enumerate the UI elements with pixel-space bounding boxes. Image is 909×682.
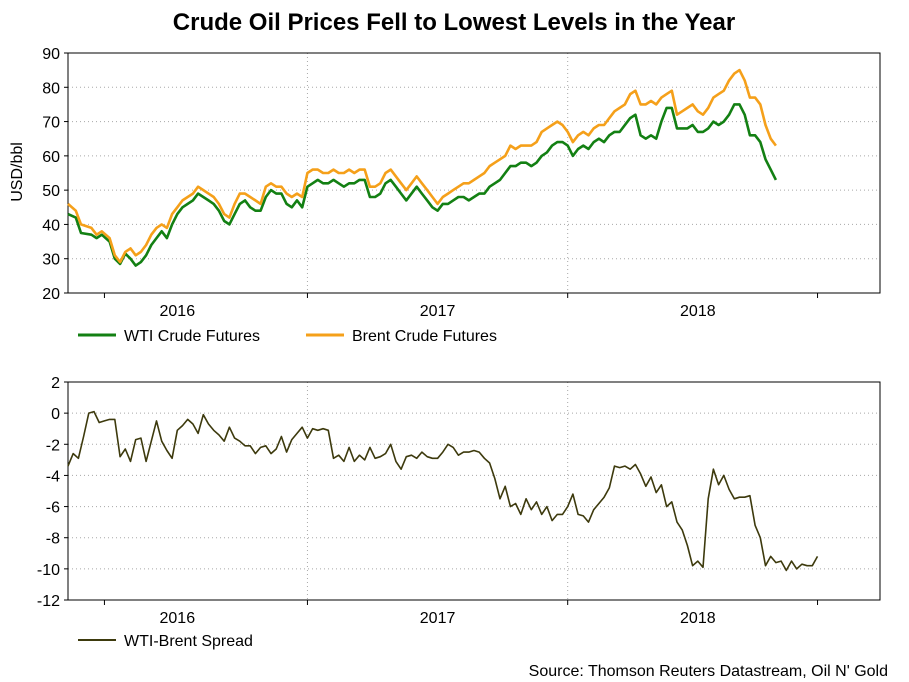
price-y-tick-label: 20 (42, 286, 60, 303)
spread-series-line-wti-brent-spread (67, 410, 819, 572)
spread-y-tick-label: -10 (37, 562, 60, 579)
price-x-tick-label: 2018 (680, 303, 716, 320)
chart-title: Crude Oil Prices Fell to Lowest Levels i… (173, 9, 735, 36)
source-note: Source: Thomson Reuters Datastream, Oil … (529, 663, 888, 680)
price-y-tick-label: 40 (42, 217, 60, 234)
spread-x-tick-label: 2017 (420, 610, 456, 627)
legend-label: WTI-Brent Spread (124, 633, 253, 650)
spread-x-tick-label: 2016 (160, 610, 196, 627)
spread-y-tick-label: -6 (46, 500, 60, 517)
price-series-line-wti-crude-futures (67, 103, 778, 267)
legend-label: WTI Crude Futures (124, 328, 260, 345)
legend-label: Brent Crude Futures (352, 328, 497, 345)
y-axis-label: USD/bbl (9, 142, 26, 202)
price-y-tick-label: 50 (42, 183, 60, 200)
price-y-tick-label: 30 (42, 252, 60, 269)
spread-plot-frame (67, 381, 881, 601)
spread-x-tick-label: 2018 (680, 610, 716, 627)
price-y-tick-label: 60 (42, 149, 60, 166)
price-x-tick-label: 2016 (160, 303, 196, 320)
spread-y-tick-label: -12 (37, 593, 60, 610)
spread-chart-panel: -12 -10 -8 -6 -4 -2 0 2 2016 2017 2018 WTI-Brent Sp… (37, 375, 881, 650)
price-y-tick-label: 90 (42, 46, 60, 63)
price-series-line-brent-crude-futures (67, 68, 777, 264)
spread-y-tick-label: -2 (46, 437, 60, 454)
price-x-tick-label: 2017 (420, 303, 456, 320)
price-y-tick-label: 70 (42, 115, 60, 132)
price-chart-panel: 20 30 40 50 60 70 80 90 2016 2017 2018 WTI Crude Fu… (42, 46, 881, 345)
price-y-tick-label: 80 (42, 80, 60, 97)
spread-y-tick-label: -8 (46, 531, 60, 548)
spread-y-tick-label: -4 (46, 468, 60, 485)
spread-y-tick-label: 2 (51, 375, 60, 392)
spread-y-tick-label: 0 (51, 406, 60, 423)
price-plot-frame (67, 52, 881, 294)
